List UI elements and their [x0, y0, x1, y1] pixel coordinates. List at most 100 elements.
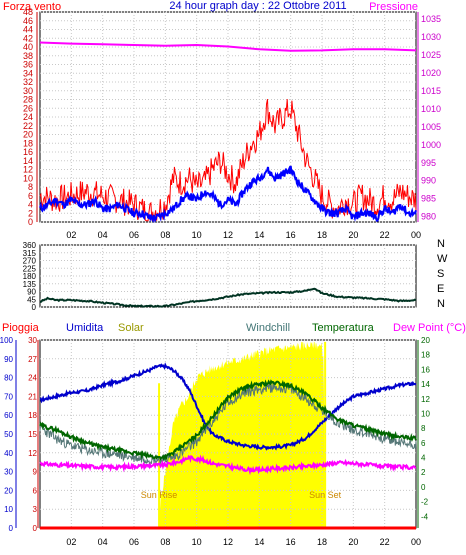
wind-pressure-panel: 0246810121416182022242628303234363840424…: [23, 7, 441, 240]
temperature-tick-label: 2: [421, 468, 426, 477]
humidity-tick-label: 12: [28, 449, 37, 458]
direction-tick-label: 90: [27, 288, 36, 297]
humidity-tick-label: 15: [28, 430, 37, 439]
temperature-line: [39, 379, 417, 462]
wind-tick-label: 14: [23, 156, 33, 166]
direction-tick-label: 180: [23, 272, 37, 281]
pressure-tick-label: 990: [421, 176, 436, 186]
x-tick-label: 08: [160, 537, 170, 547]
temperature-tick-label: 10: [421, 409, 430, 418]
wind-tick-label: 24: [23, 112, 33, 122]
humidity-tick-label: 18: [28, 411, 37, 420]
direction-tick-label: 0: [32, 303, 37, 312]
temperature-tick-label: 16: [421, 365, 430, 374]
temperature-tick-label: 8: [421, 424, 426, 433]
pressure-tick-label: 1010: [421, 104, 441, 114]
humidity-tick-label: 9: [33, 468, 38, 477]
wind-tick-label: 8: [28, 182, 33, 192]
humidity-tick-label: 6: [33, 486, 38, 495]
wind-tick-label: 26: [23, 103, 33, 113]
temperature-tick-label: 4: [421, 454, 426, 463]
wind-gust-line: [39, 99, 417, 222]
x-tick-label: 14: [254, 230, 264, 240]
temperature-tick-label: 0: [421, 483, 426, 492]
x-tick-label: 08: [160, 230, 170, 240]
pressure-line: [39, 41, 417, 52]
rain-tick-label: 100: [0, 336, 14, 345]
compass-label: N: [437, 238, 445, 250]
sunset-label: Sun Set: [309, 490, 342, 500]
x-tick-label: 20: [348, 537, 358, 547]
x-tick-label: 16: [286, 537, 296, 547]
temperature-tick-label: 20: [421, 336, 430, 345]
pressure-tick-label: 1000: [421, 140, 441, 150]
humidity-header: Umidita: [66, 322, 104, 334]
x-tick-label: 12: [223, 230, 233, 240]
graph-title: 24 hour graph day : 22 Ottobre 2011: [169, 0, 346, 12]
direction-tick-label: 360: [23, 241, 37, 250]
direction-tick-label: 270: [23, 257, 37, 266]
rain-tick-label: 80: [4, 374, 13, 383]
x-tick-label: 14: [254, 537, 264, 547]
wind-tick-label: 6: [28, 191, 33, 201]
temperature-tick-label: -4: [421, 512, 429, 521]
pressure-tick-label: 1005: [421, 122, 441, 132]
x-tick-label: 06: [129, 230, 139, 240]
wind-tick-label: 48: [23, 7, 33, 17]
wind-tick-label: 42: [23, 33, 33, 43]
rain-tick-label: 10: [4, 505, 13, 514]
humidity-tick-label: 3: [33, 505, 38, 514]
temperature-header: Temperatura: [312, 322, 375, 334]
wind-tick-label: 12: [23, 165, 33, 175]
humidity-line: [39, 362, 417, 451]
compass-label: S: [437, 268, 444, 280]
wind-tick-label: 22: [23, 121, 33, 131]
rain-tick-label: 70: [4, 392, 13, 401]
x-tick-label: 06: [129, 537, 139, 547]
temperature-tick-label: 18: [421, 351, 430, 360]
x-tick-label: 10: [192, 230, 202, 240]
wind-tick-label: 30: [23, 86, 33, 96]
compass-label: W: [437, 253, 448, 265]
pressure-tick-label: 985: [421, 194, 436, 204]
humidity-tick-label: 21: [28, 392, 37, 401]
wind-speed-title: Forza vento: [3, 1, 61, 13]
wind-tick-label: 28: [23, 95, 33, 105]
wind-tick-label: 34: [23, 68, 33, 78]
direction-tick-label: 45: [27, 295, 36, 304]
rain-tick-label: 50: [4, 430, 13, 439]
compass-label: E: [437, 283, 444, 295]
temperature-tick-label: -2: [421, 498, 429, 507]
x-tick-label: 20: [348, 230, 358, 240]
humidity-temperature-panel: 0102030405060708090100036912151821242730…: [0, 336, 430, 547]
compass-label: N: [437, 298, 445, 310]
x-tick-label: 00: [411, 230, 421, 240]
x-tick-label: 12: [223, 537, 233, 547]
pressure-tick-label: 995: [421, 158, 436, 168]
wind-tick-label: 38: [23, 51, 33, 61]
wind-direction-line: [39, 287, 417, 308]
wind-tick-label: 40: [23, 42, 33, 52]
temperature-tick-label: 6: [421, 439, 426, 448]
rain-tick-label: 90: [4, 355, 13, 364]
wind-tick-label: 16: [23, 147, 33, 157]
humidity-tick-label: 30: [28, 336, 37, 345]
x-tick-label: 18: [317, 537, 327, 547]
direction-tick-label: 225: [23, 264, 37, 273]
rain-tick-label: 0: [9, 524, 14, 533]
humidity-tick-label: 27: [28, 355, 37, 364]
dewpoint-line: [39, 454, 417, 476]
temperature-tick-label: 14: [421, 380, 430, 389]
rain-header: Pioggia: [2, 322, 40, 334]
pressure-tick-label: 980: [421, 212, 436, 222]
wind-average-line: [39, 165, 417, 224]
x-tick-label: 10: [192, 537, 202, 547]
wind-tick-label: 2: [28, 208, 33, 218]
x-tick-label: 18: [317, 230, 327, 240]
pressure-title: Pressione: [369, 1, 418, 13]
pressure-tick-label: 1030: [421, 32, 441, 42]
wind-tick-label: 32: [23, 77, 33, 87]
wind-tick-label: 20: [23, 130, 33, 140]
